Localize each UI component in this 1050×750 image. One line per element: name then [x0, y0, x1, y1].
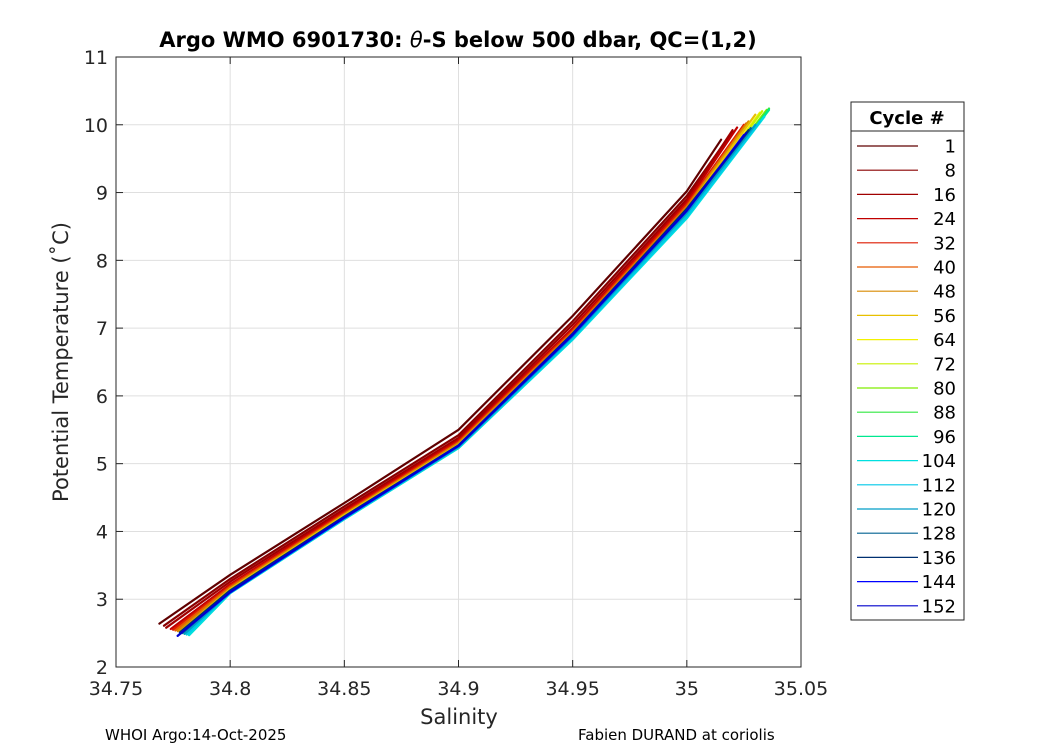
chart-title-suffix: -S below 500 dbar, QC=(1,2): [423, 28, 757, 52]
legend-label-cycle-104: 104: [922, 451, 956, 472]
y-tick-label: 11: [84, 47, 108, 69]
legend-label-cycle-144: 144: [922, 572, 956, 593]
legend-label-cycle-136: 136: [922, 548, 956, 569]
series-line-cycle-1: [158, 138, 723, 625]
y-tick-label: 8: [96, 250, 108, 272]
series-line-cycle-24: [169, 126, 739, 631]
legend-label-cycle-80: 80: [933, 379, 956, 400]
x-axis-label: Salinity: [420, 705, 498, 729]
legend-label-cycle-128: 128: [922, 524, 956, 545]
x-tick-label: 34.75: [89, 678, 143, 700]
legend-label-cycle-152: 152: [922, 596, 956, 617]
legend-label-cycle-88: 88: [933, 403, 956, 424]
footer-source: WHOI Argo:14-Oct-2025: [105, 726, 287, 744]
chart-title: Argo WMO 6901730: θ-S below 500 dbar, QC…: [159, 28, 756, 52]
y-tick-label: 10: [84, 115, 108, 137]
grid: [116, 57, 801, 667]
x-tick-label: 34.8: [209, 678, 251, 700]
y-tick-label: 2: [96, 657, 108, 679]
series-line-cycle-16: [165, 129, 734, 629]
footer-author: Fabien DURAND at coriolis: [578, 726, 775, 744]
y-axis-label: Potential Temperature (˚C): [49, 222, 73, 502]
y-tick-label: 5: [96, 454, 108, 476]
legend-label-cycle-48: 48: [933, 282, 956, 303]
y-tick-label: 6: [96, 386, 108, 408]
legend-label-cycle-24: 24: [933, 209, 956, 230]
series-line-cycle-152: [176, 131, 748, 637]
x-tick-label: 34.95: [545, 678, 599, 700]
axes-ticks: 34.75 34.8 34.85 34.9 34.95 35 35.05 2 3 4 5 6 7 8 9 10…: [84, 47, 828, 700]
legend-label-cycle-16: 16: [933, 185, 956, 206]
y-tick-label: 9: [96, 183, 108, 205]
chart-title-symbol: θ: [410, 28, 423, 52]
y-tick-label: 4: [96, 521, 108, 543]
legend-label-cycle-40: 40: [933, 258, 956, 279]
legend-label-cycle-72: 72: [933, 354, 956, 375]
legend-title: Cycle #: [869, 108, 944, 129]
legend-label-cycle-120: 120: [922, 500, 956, 521]
x-tick-label: 34.85: [317, 678, 371, 700]
legend-entries: 1 8 16 24 32 40 48 56 64 72 80 88 96 104 112 120 128 136 1…: [857, 137, 956, 617]
legend-label-cycle-32: 32: [933, 233, 956, 254]
legend-label-cycle-1: 1: [945, 137, 956, 158]
legend-label-cycle-64: 64: [933, 330, 956, 351]
legend-label-cycle-56: 56: [933, 306, 956, 327]
x-tick-label: 35.05: [774, 678, 828, 700]
y-tick-label: 7: [96, 318, 108, 340]
legend: Cycle # 1 8 16 24 32 40 48 56 64 72 80 88 96 104 112 12…: [850, 101, 965, 621]
x-tick-label: 34.9: [437, 678, 479, 700]
x-tick-label: 35: [675, 678, 699, 700]
y-tick-label: 3: [96, 589, 108, 611]
series-lines: [158, 107, 771, 637]
chart-title-prefix: Argo WMO 6901730:: [159, 28, 410, 52]
legend-label-cycle-112: 112: [922, 475, 956, 496]
series-line-cycle-8: [162, 130, 734, 627]
legend-label-cycle-96: 96: [933, 427, 956, 448]
legend-label-cycle-8: 8: [945, 161, 956, 182]
